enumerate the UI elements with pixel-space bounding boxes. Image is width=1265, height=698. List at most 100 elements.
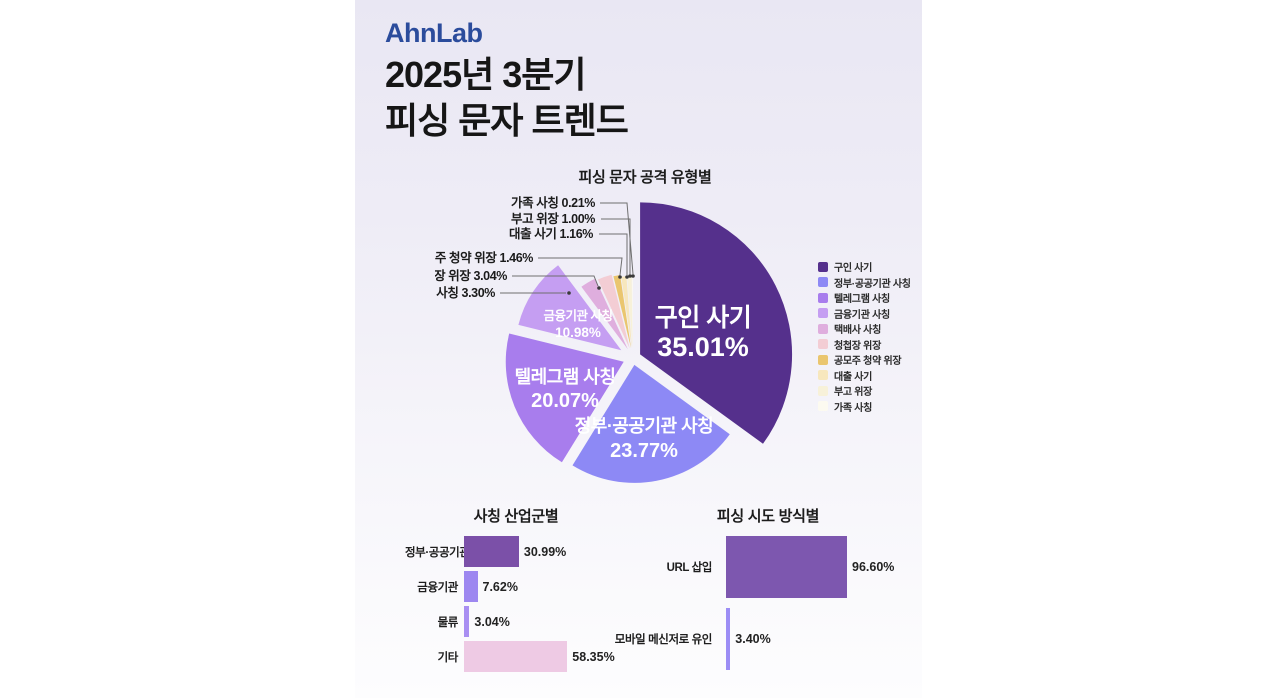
pie-slice-1 <box>572 364 730 483</box>
legend-label-2: 텔레그램 사칭 <box>834 294 890 305</box>
main-title: 2025년 3분기 피싱 문자 트렌드 <box>385 52 629 144</box>
bar-label: 정부·공공기관 <box>405 546 470 559</box>
legend-label-4: 택배사 사칭 <box>834 325 881 336</box>
ahnlab-logo: AhnLab <box>385 18 483 48</box>
callout-dot-6 <box>618 275 622 279</box>
bar <box>464 571 478 602</box>
pie-slice-6 <box>613 275 632 349</box>
pie-inner-label-value-0: 35.01% <box>657 332 749 362</box>
callout-dot-7 <box>625 275 629 279</box>
bar-row: 금융기관 7.62% <box>405 571 615 602</box>
legend-label-8: 부고 위장 <box>834 387 873 398</box>
legend-item-1: 정부·공공기관 사칭 <box>818 277 911 290</box>
legend-label-6: 공모주 청약 위장 <box>834 356 902 367</box>
legend-swatch-3 <box>818 308 828 318</box>
legend-label-1: 정부·공공기관 사칭 <box>834 278 911 290</box>
bar-label: 물류 <box>437 616 459 629</box>
bar-label: 금융기관 <box>417 581 458 594</box>
bar-label: URL 삽입 <box>666 562 713 574</box>
legend-item-0: 구인 사기 <box>818 261 911 274</box>
callout-label-7: 대출 사기 1.16% <box>509 226 593 241</box>
callout-dot-9 <box>631 274 635 278</box>
callout-line-6 <box>538 257 623 276</box>
bar <box>726 536 847 598</box>
method-chart-title: 피싱 시도 방식별 <box>716 508 820 525</box>
bar-value: 96.60% <box>852 560 895 574</box>
bar-row: 모바일 메신저로 유인 3.40% <box>612 608 894 670</box>
legend-swatch-7 <box>818 370 828 380</box>
pie-chart-title: 피싱 문자 공격 유형별 <box>578 169 712 186</box>
bar <box>464 536 519 567</box>
pie-inner-label-name-1: 정부·공공기관 사칭 <box>575 416 713 436</box>
legend-swatch-2 <box>818 292 828 303</box>
pie-slice-3 <box>518 265 622 351</box>
legend-item-3: 금융기관 사칭 <box>818 308 911 321</box>
pie-inner-label-value-2: 20.07% <box>531 390 599 412</box>
legend-item-4: 택배사 사칭 <box>818 323 911 336</box>
pie-inner-label-value-3: 10.98% <box>555 325 601 340</box>
legend-swatch-0 <box>818 261 828 272</box>
callout-label-9: 가족 사칭 0.21% <box>511 195 595 210</box>
legend-swatch-5 <box>818 339 828 349</box>
legend-swatch-9 <box>818 401 828 411</box>
bar-label: 기타 <box>437 651 459 664</box>
bar <box>464 641 568 672</box>
callout-label-6: 공모주 청약 위장 1.46% <box>435 250 533 265</box>
callout-dot-4 <box>567 291 571 295</box>
bar-value: 58.35% <box>572 649 615 664</box>
callout-label-8: 부고 위장 1.00% <box>511 211 595 226</box>
pie-inner-label-value-1: 23.77% <box>610 440 678 462</box>
pie-slice-4 <box>581 278 628 350</box>
industry-bar-chart: 정부·공공기관 30.99% 금융기관 7.62% 물류 3.04% 기타 58.35% <box>405 536 615 676</box>
callout-label-5: 청첩장 위장 3.04% <box>435 268 507 283</box>
bar-row: 물류 3.04% <box>405 606 615 637</box>
bar-row: 기타 58.35% <box>405 641 615 672</box>
legend-swatch-4 <box>818 323 828 334</box>
legend-item-2: 텔레그램 사칭 <box>818 292 911 305</box>
callout-line-7 <box>599 233 628 275</box>
callout-line-9 <box>600 202 634 275</box>
callout-line-5 <box>512 275 599 287</box>
legend-label-0: 구인 사기 <box>834 263 873 274</box>
legend-item-8: 부고 위장 <box>818 385 911 398</box>
pie-slice-2 <box>505 333 624 463</box>
callout-line-8 <box>601 218 631 274</box>
bar-label: 모바일 메신저로 유인 <box>614 634 713 646</box>
bar-value: 3.40% <box>735 632 771 646</box>
pie-inner-label-name-0: 구인 사기 <box>655 304 751 332</box>
pie-slice-7 <box>621 276 632 349</box>
method-bar-chart: URL 삽입 96.60% 모바일 메신저로 유인 3.40% <box>612 536 894 680</box>
pie-inner-label-name-3: 금융기관 사칭 <box>544 308 613 323</box>
legend-item-6: 공모주 청약 위장 <box>818 354 911 367</box>
callout-label-4: 택배사 사칭 3.30% <box>435 285 495 300</box>
legend-item-5: 청첩장 위장 <box>818 339 911 352</box>
legend-label-7: 대출 사기 <box>834 371 873 383</box>
bar <box>726 608 731 670</box>
legend-item-7: 대출 사기 <box>818 370 911 383</box>
legend-label-3: 금융기관 사칭 <box>834 309 890 321</box>
legend-swatch-8 <box>818 385 828 396</box>
bar-value: 3.04% <box>474 614 510 629</box>
bar <box>464 606 470 637</box>
industry-chart-title: 사칭 산업군별 <box>473 508 559 525</box>
legend-swatch-6 <box>818 354 828 365</box>
callout-dot-8 <box>628 274 632 278</box>
main-title-line2: 피싱 문자 트렌드 <box>385 100 629 141</box>
callout-dot-5 <box>597 286 601 290</box>
legend-item-9: 가족 사칭 <box>818 401 911 414</box>
pie-slice-5 <box>597 274 630 349</box>
bar-value: 30.99% <box>523 544 567 559</box>
bar-value: 7.62% <box>482 579 518 594</box>
main-title-line1: 2025년 3분기 <box>385 54 586 95</box>
legend-label-5: 청첩장 위장 <box>834 340 881 352</box>
bar-row: 정부·공공기관 30.99% <box>405 536 615 567</box>
pie-slice-9 <box>632 275 633 348</box>
legend-label-9: 가족 사칭 <box>834 402 873 414</box>
pie-slice-0 <box>640 202 793 444</box>
legend-swatch-1 <box>818 277 828 287</box>
pie-slice-8 <box>627 276 633 348</box>
bar-row: URL 삽입 96.60% <box>612 536 894 598</box>
